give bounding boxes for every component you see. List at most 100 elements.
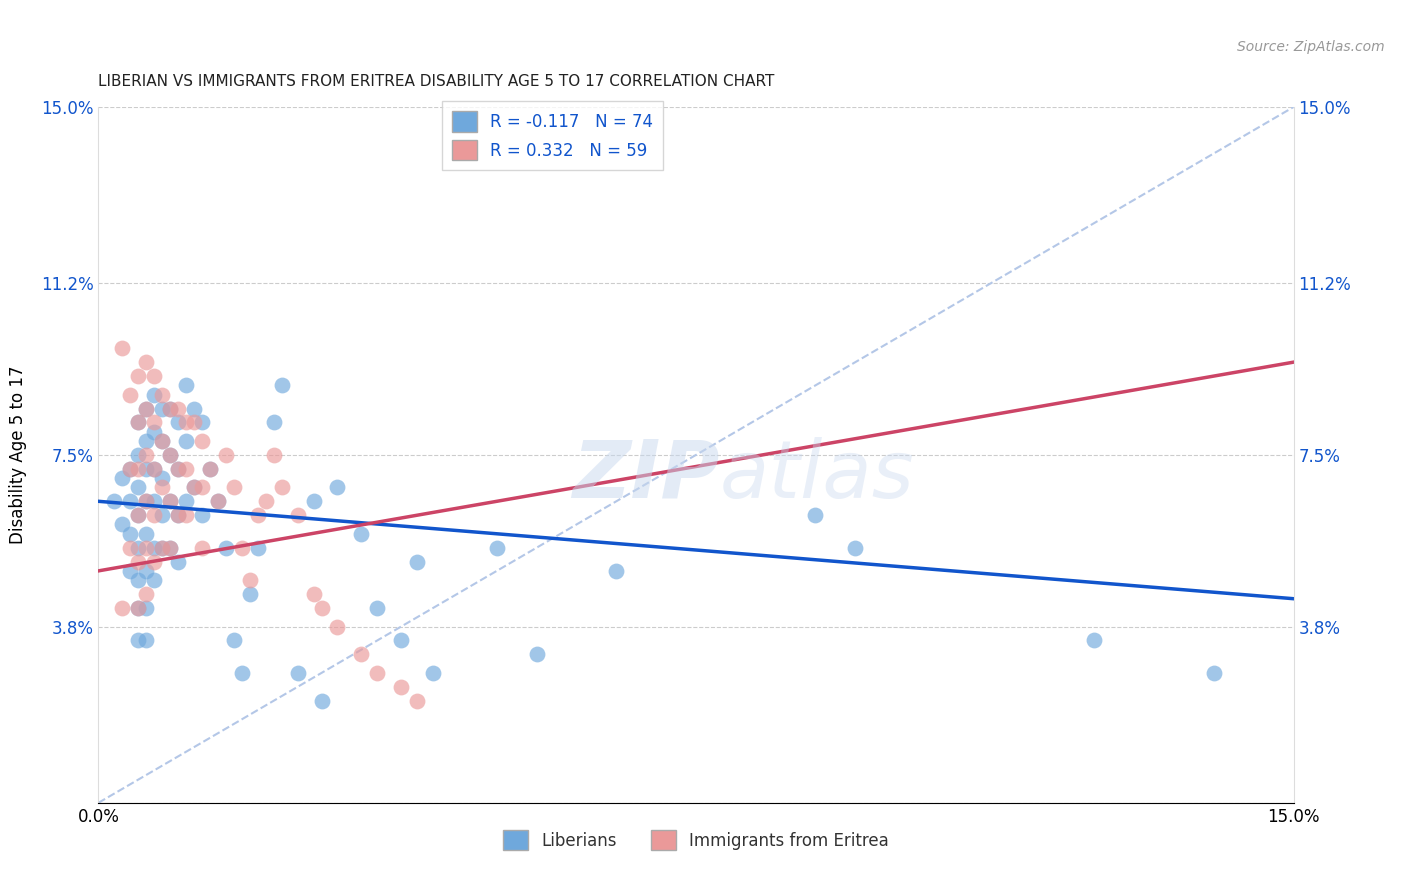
Point xyxy=(159,401,181,416)
Point xyxy=(135,434,157,448)
Point xyxy=(207,494,229,508)
Point xyxy=(120,564,142,578)
Point xyxy=(302,494,325,508)
Point xyxy=(150,401,173,416)
Point xyxy=(135,587,157,601)
Point xyxy=(174,508,197,523)
Point xyxy=(231,665,253,680)
Point xyxy=(174,434,197,448)
Point xyxy=(302,587,325,601)
Point xyxy=(159,541,181,555)
Text: ZIP: ZIP xyxy=(572,437,720,515)
Point xyxy=(135,462,157,476)
Point xyxy=(135,401,157,416)
Point xyxy=(111,341,134,355)
Point xyxy=(198,462,221,476)
Point xyxy=(207,494,229,508)
Point xyxy=(127,601,149,615)
Point xyxy=(389,633,412,648)
Point xyxy=(222,633,245,648)
Point xyxy=(804,508,827,523)
Point xyxy=(183,480,205,494)
Point xyxy=(167,462,190,476)
Point xyxy=(143,555,166,569)
Point xyxy=(605,564,627,578)
Point xyxy=(526,648,548,662)
Point xyxy=(150,480,173,494)
Point xyxy=(326,619,349,633)
Point xyxy=(150,387,173,401)
Point xyxy=(406,694,429,708)
Point xyxy=(143,369,166,384)
Point xyxy=(120,462,142,476)
Point xyxy=(239,573,262,587)
Point xyxy=(159,541,181,555)
Point xyxy=(198,462,221,476)
Point xyxy=(366,601,388,615)
Point xyxy=(143,425,166,439)
Point xyxy=(222,480,245,494)
Point xyxy=(159,401,181,416)
Point xyxy=(254,494,277,508)
Point xyxy=(150,541,173,555)
Point xyxy=(150,508,173,523)
Point xyxy=(167,508,190,523)
Point xyxy=(159,448,181,462)
Point xyxy=(135,601,157,615)
Point xyxy=(143,462,166,476)
Point xyxy=(127,601,149,615)
Point xyxy=(127,448,149,462)
Point xyxy=(135,541,157,555)
Point xyxy=(287,665,309,680)
Point xyxy=(311,601,333,615)
Point xyxy=(350,648,373,662)
Point xyxy=(150,471,173,485)
Point xyxy=(191,541,214,555)
Point xyxy=(143,508,166,523)
Point xyxy=(135,355,157,369)
Point xyxy=(263,416,285,430)
Point xyxy=(1202,665,1225,680)
Point xyxy=(127,508,149,523)
Point xyxy=(150,541,173,555)
Point xyxy=(135,633,157,648)
Point xyxy=(135,564,157,578)
Point xyxy=(127,541,149,555)
Point xyxy=(159,494,181,508)
Point xyxy=(167,416,190,430)
Point xyxy=(485,541,508,555)
Point xyxy=(143,416,166,430)
Point xyxy=(159,494,181,508)
Point xyxy=(174,462,197,476)
Point xyxy=(270,378,292,392)
Point xyxy=(366,665,388,680)
Point xyxy=(191,480,214,494)
Point xyxy=(183,480,205,494)
Point xyxy=(167,401,190,416)
Y-axis label: Disability Age 5 to 17: Disability Age 5 to 17 xyxy=(8,366,27,544)
Point xyxy=(127,416,149,430)
Point xyxy=(127,416,149,430)
Point xyxy=(174,494,197,508)
Point xyxy=(231,541,253,555)
Point xyxy=(120,462,142,476)
Point xyxy=(120,387,142,401)
Point xyxy=(127,633,149,648)
Point xyxy=(215,541,238,555)
Point xyxy=(263,448,285,462)
Point xyxy=(135,448,157,462)
Point xyxy=(183,401,205,416)
Text: Source: ZipAtlas.com: Source: ZipAtlas.com xyxy=(1237,40,1385,54)
Point xyxy=(1083,633,1105,648)
Point xyxy=(167,508,190,523)
Point xyxy=(143,462,166,476)
Point xyxy=(311,694,333,708)
Point xyxy=(127,369,149,384)
Point xyxy=(143,573,166,587)
Point xyxy=(143,494,166,508)
Point xyxy=(127,480,149,494)
Legend: Liberians, Immigrants from Eritrea: Liberians, Immigrants from Eritrea xyxy=(496,823,896,857)
Point xyxy=(215,448,238,462)
Point xyxy=(127,555,149,569)
Point xyxy=(844,541,866,555)
